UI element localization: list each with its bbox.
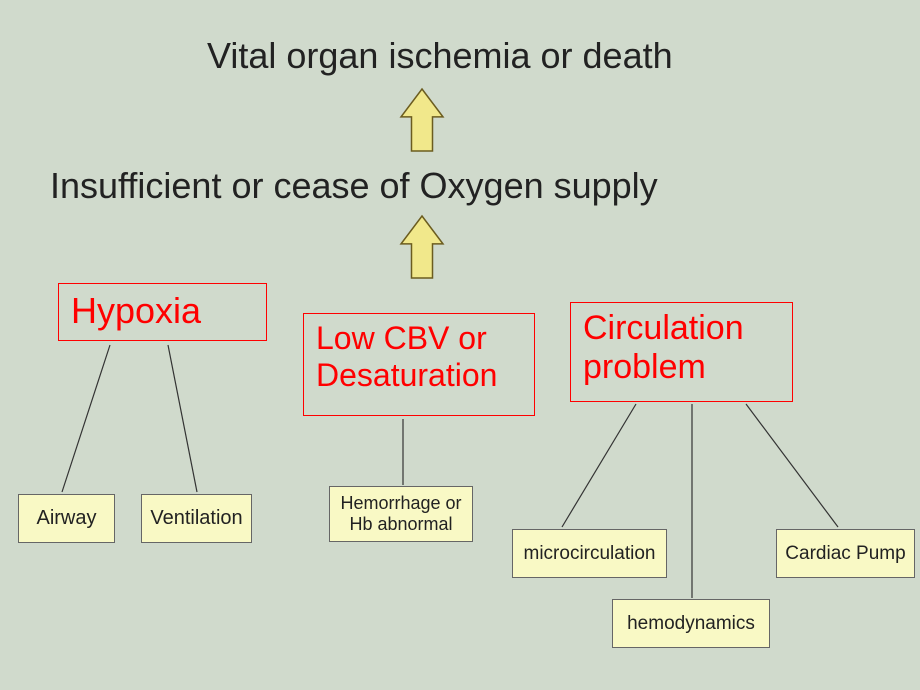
- box-microcirculation: microcirculation: [512, 529, 667, 578]
- box-circulation-line2: problem: [583, 348, 706, 386]
- box-airway-label: Airway: [36, 507, 96, 530]
- box-lowcbv-line1: Low CBV or: [316, 320, 487, 356]
- box-hemodynamics: hemodynamics: [612, 599, 770, 648]
- box-hemorrhage-line1: Hemorrhage or: [340, 493, 461, 513]
- box-airway: Airway: [18, 494, 115, 543]
- box-lowcbv: Low CBV or Desaturation: [303, 313, 535, 416]
- box-ventilation: Ventilation: [141, 494, 252, 543]
- box-hypoxia: Hypoxia: [58, 283, 267, 341]
- title-top: Vital organ ischemia or death: [207, 35, 673, 77]
- box-hemorrhage: Hemorrhage or Hb abnormal: [329, 486, 473, 542]
- box-microcirc-label: microcirculation: [524, 543, 656, 565]
- box-hemodynamics-label: hemodynamics: [627, 613, 755, 635]
- box-cardiac-pump: Cardiac Pump: [776, 529, 915, 578]
- box-ventilation-label: Ventilation: [150, 507, 242, 530]
- box-cardiac-label: Cardiac Pump: [785, 543, 905, 565]
- box-hemorrhage-line2: Hb abnormal: [349, 514, 452, 534]
- title-mid: Insufficient or cease of Oxygen supply: [50, 165, 658, 207]
- box-circulation: Circulation problem: [570, 302, 793, 402]
- box-hypoxia-label: Hypoxia: [71, 290, 201, 331]
- box-circulation-line1: Circulation: [583, 309, 744, 347]
- box-lowcbv-line2: Desaturation: [316, 357, 497, 393]
